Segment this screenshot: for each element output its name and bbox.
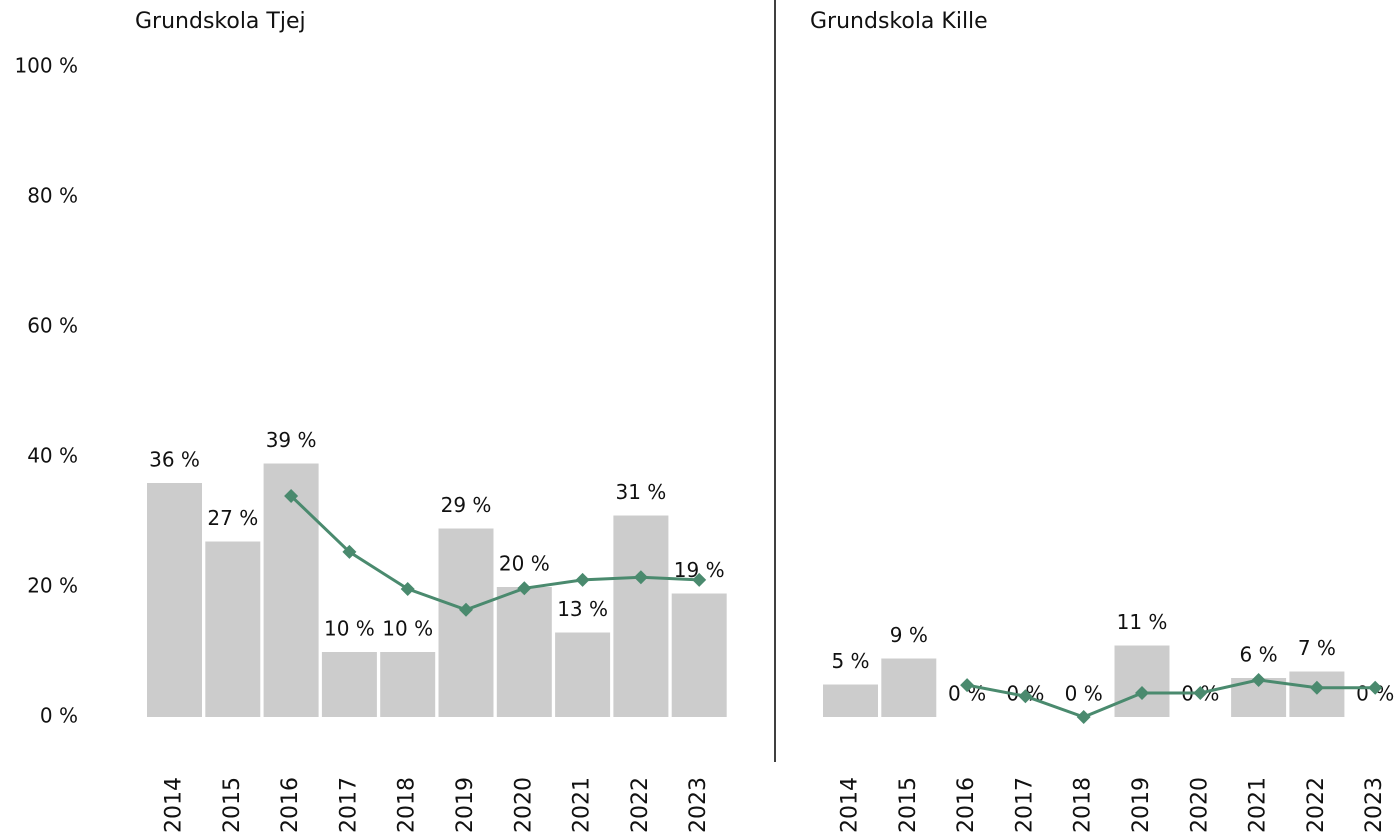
value-label: 10 % <box>382 617 433 641</box>
bar <box>496 587 552 717</box>
line-marker <box>1368 680 1383 695</box>
y-tick-label: 100 % <box>14 54 78 78</box>
x-tick-label: 2014 <box>162 777 187 833</box>
x-tick-label: 2017 <box>336 777 361 833</box>
x-tick-label: 2015 <box>220 777 245 833</box>
x-tick-label: 2015 <box>896 777 921 833</box>
x-tick-label: 2021 <box>570 777 595 833</box>
bar <box>671 593 727 717</box>
bar <box>380 652 436 717</box>
line-marker <box>342 544 357 559</box>
line-marker <box>1309 680 1324 695</box>
x-tick-label: 2023 <box>686 777 711 833</box>
line-marker <box>400 581 415 596</box>
value-label: 27 % <box>207 506 258 530</box>
bar <box>1114 645 1170 717</box>
y-tick-label: 20 % <box>27 574 78 598</box>
bar <box>881 658 937 717</box>
line-marker <box>633 570 648 585</box>
line <box>966 678 1376 719</box>
y-tick-label: 80 % <box>27 184 78 208</box>
value-label: 6 % <box>1240 643 1278 667</box>
value-label: 20 % <box>499 552 550 576</box>
x-tick-label: 2020 <box>511 777 536 833</box>
bar <box>438 528 494 717</box>
value-label: 31 % <box>615 480 666 504</box>
line <box>290 494 700 612</box>
x-tick-label: 2018 <box>1071 777 1096 833</box>
value-label: 13 % <box>557 597 608 621</box>
panel-title: Grundskola Kille <box>810 9 988 34</box>
x-tick-label: 2019 <box>1129 777 1154 833</box>
line-marker <box>1018 689 1033 704</box>
bar <box>205 541 261 717</box>
value-label: 0 % <box>1065 682 1103 706</box>
line-marker <box>692 572 707 587</box>
value-label: 39 % <box>266 428 317 452</box>
bar <box>823 684 878 717</box>
line-marker <box>459 602 473 617</box>
bar <box>555 632 611 717</box>
line-marker <box>1251 672 1266 687</box>
value-label: 11 % <box>1117 610 1168 634</box>
bar <box>321 652 377 717</box>
y-tick-label: 60 % <box>27 314 78 338</box>
y-tick-label: 40 % <box>27 444 78 468</box>
x-tick-label: 2016 <box>278 777 303 833</box>
x-tick-label: 2014 <box>838 777 863 833</box>
line-marker <box>960 678 975 693</box>
y-tick-label: 0 % <box>40 704 78 728</box>
value-label: 29 % <box>441 493 492 517</box>
line-marker <box>1135 685 1149 700</box>
x-tick-label: 2019 <box>453 777 478 833</box>
line-marker <box>1193 685 1208 700</box>
bar <box>263 463 319 717</box>
x-tick-label: 2022 <box>1304 777 1329 833</box>
line-marker <box>1076 710 1091 724</box>
x-tick-label: 2023 <box>1362 777 1387 833</box>
x-tick-label: 2017 <box>1012 777 1037 833</box>
bar <box>613 515 669 717</box>
value-label: 10 % <box>324 617 375 641</box>
line-marker <box>517 581 532 596</box>
value-label: 5 % <box>831 649 869 673</box>
x-tick-label: 2016 <box>954 777 979 833</box>
value-label: 7 % <box>1298 636 1336 660</box>
value-label: 36 % <box>149 448 200 472</box>
x-tick-label: 2018 <box>395 777 420 833</box>
x-tick-label: 2020 <box>1187 777 1212 833</box>
value-label: 9 % <box>890 623 928 647</box>
line-marker <box>284 489 299 503</box>
line-marker <box>575 572 590 587</box>
x-tick-label: 2021 <box>1246 777 1271 833</box>
x-tick-label: 2022 <box>628 777 653 833</box>
bar <box>147 483 202 717</box>
panel-title: Grundskola Tjej <box>135 9 306 34</box>
